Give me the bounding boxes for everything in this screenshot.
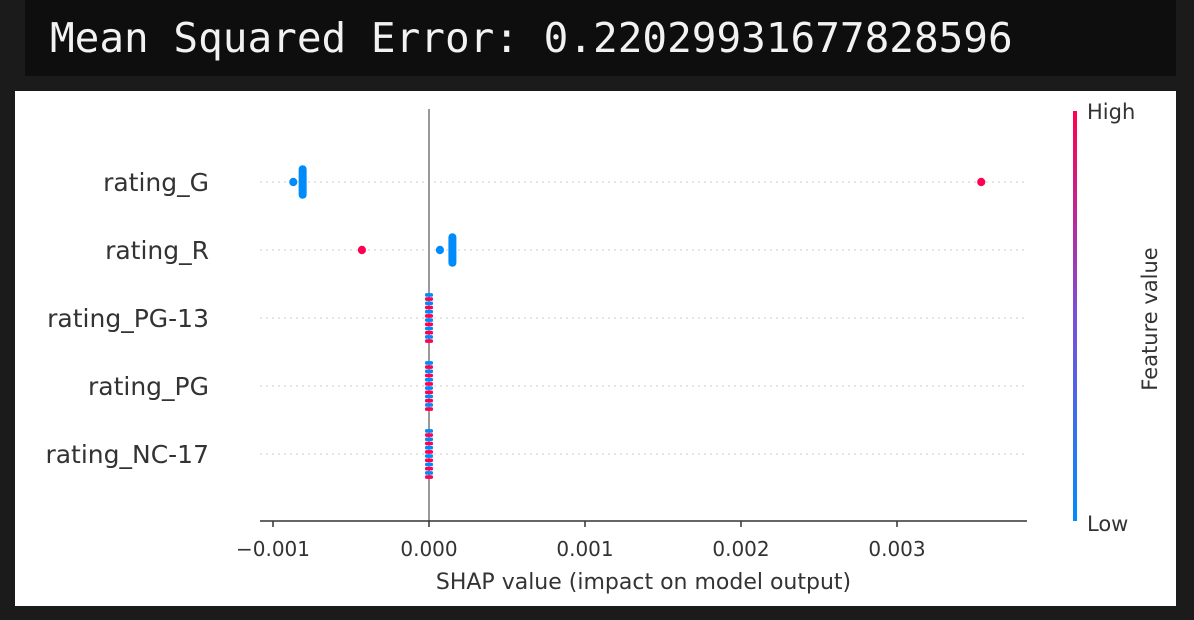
feature-label: rating_PG — [88, 372, 209, 401]
colorbar-title: Feature value — [1138, 247, 1162, 390]
shap-point — [425, 335, 433, 339]
x-axis-label: SHAP value (impact on model output) — [436, 570, 851, 595]
shap-point — [425, 382, 433, 386]
x-tick-label: 0.003 — [868, 537, 925, 561]
x-tick-label: −0.001 — [236, 537, 310, 561]
shap-point — [425, 471, 433, 475]
shap-point — [425, 305, 433, 310]
shap-point — [425, 403, 433, 407]
shap-point — [425, 466, 433, 471]
shap-point — [425, 309, 433, 314]
shap-points — [289, 165, 986, 479]
shap-point — [435, 245, 444, 255]
shap-point — [425, 445, 433, 450]
x-tick-label: 0.000 — [400, 537, 457, 561]
shap-point — [298, 165, 307, 199]
shap-point — [425, 361, 433, 365]
shap-point — [425, 394, 433, 399]
colorbar-low-label: Low — [1087, 512, 1128, 536]
shap-point — [425, 398, 433, 403]
shap-point — [425, 318, 433, 322]
shap-point — [425, 462, 433, 467]
shap-point — [357, 245, 366, 255]
shap-point — [425, 373, 433, 378]
shap-point — [425, 386, 433, 390]
shap-point — [425, 339, 433, 343]
colorbar-high-label: High — [1087, 100, 1135, 124]
shap-point — [425, 297, 433, 301]
output-header: Mean Squared Error: 0.22029931677828596 — [25, 0, 1176, 76]
shap-point — [425, 441, 433, 446]
mse-output-text: Mean Squared Error: 0.22029931677828596 — [50, 14, 1013, 62]
feature-label: rating_R — [105, 236, 209, 265]
shap-point — [425, 301, 433, 306]
shap-point — [425, 365, 433, 369]
shap-beeswarm-chart: rating_G rating_R rating_PG-13 rating_PGrat… — [45, 100, 1162, 595]
row-gridlines — [260, 181, 1027, 455]
shap-point — [425, 369, 433, 374]
shap-point — [425, 454, 433, 458]
x-tick-label: 0.001 — [556, 537, 613, 561]
shap-point — [425, 322, 433, 327]
shap-point — [425, 450, 433, 454]
shap-point — [425, 330, 433, 335]
feature-value-colorbar — [1073, 111, 1077, 521]
shap-point — [425, 326, 433, 331]
x-axis-ticks: −0.001 0.000 0.001 0.002 0.003 — [236, 521, 926, 561]
shap-point — [977, 177, 986, 187]
shap-point — [425, 390, 433, 395]
feature-label: rating_G — [103, 168, 209, 197]
shap-point — [425, 458, 433, 463]
shap-point — [425, 314, 433, 318]
shap-point — [289, 177, 298, 187]
feature-labels: rating_G rating_R rating_PG-13 rating_PGrat… — [45, 168, 209, 469]
shap-point — [425, 293, 433, 297]
feature-label: rating_NC-17 — [45, 440, 209, 469]
shap-point — [425, 429, 433, 433]
feature-label: rating_PG-13 — [47, 304, 209, 333]
shap-point — [425, 377, 433, 382]
x-tick-label: 0.002 — [712, 537, 769, 561]
shap-point — [425, 437, 433, 442]
shap-point — [448, 233, 457, 267]
shap-point — [425, 433, 433, 437]
shap-point — [425, 475, 433, 479]
shap-point — [425, 407, 433, 411]
